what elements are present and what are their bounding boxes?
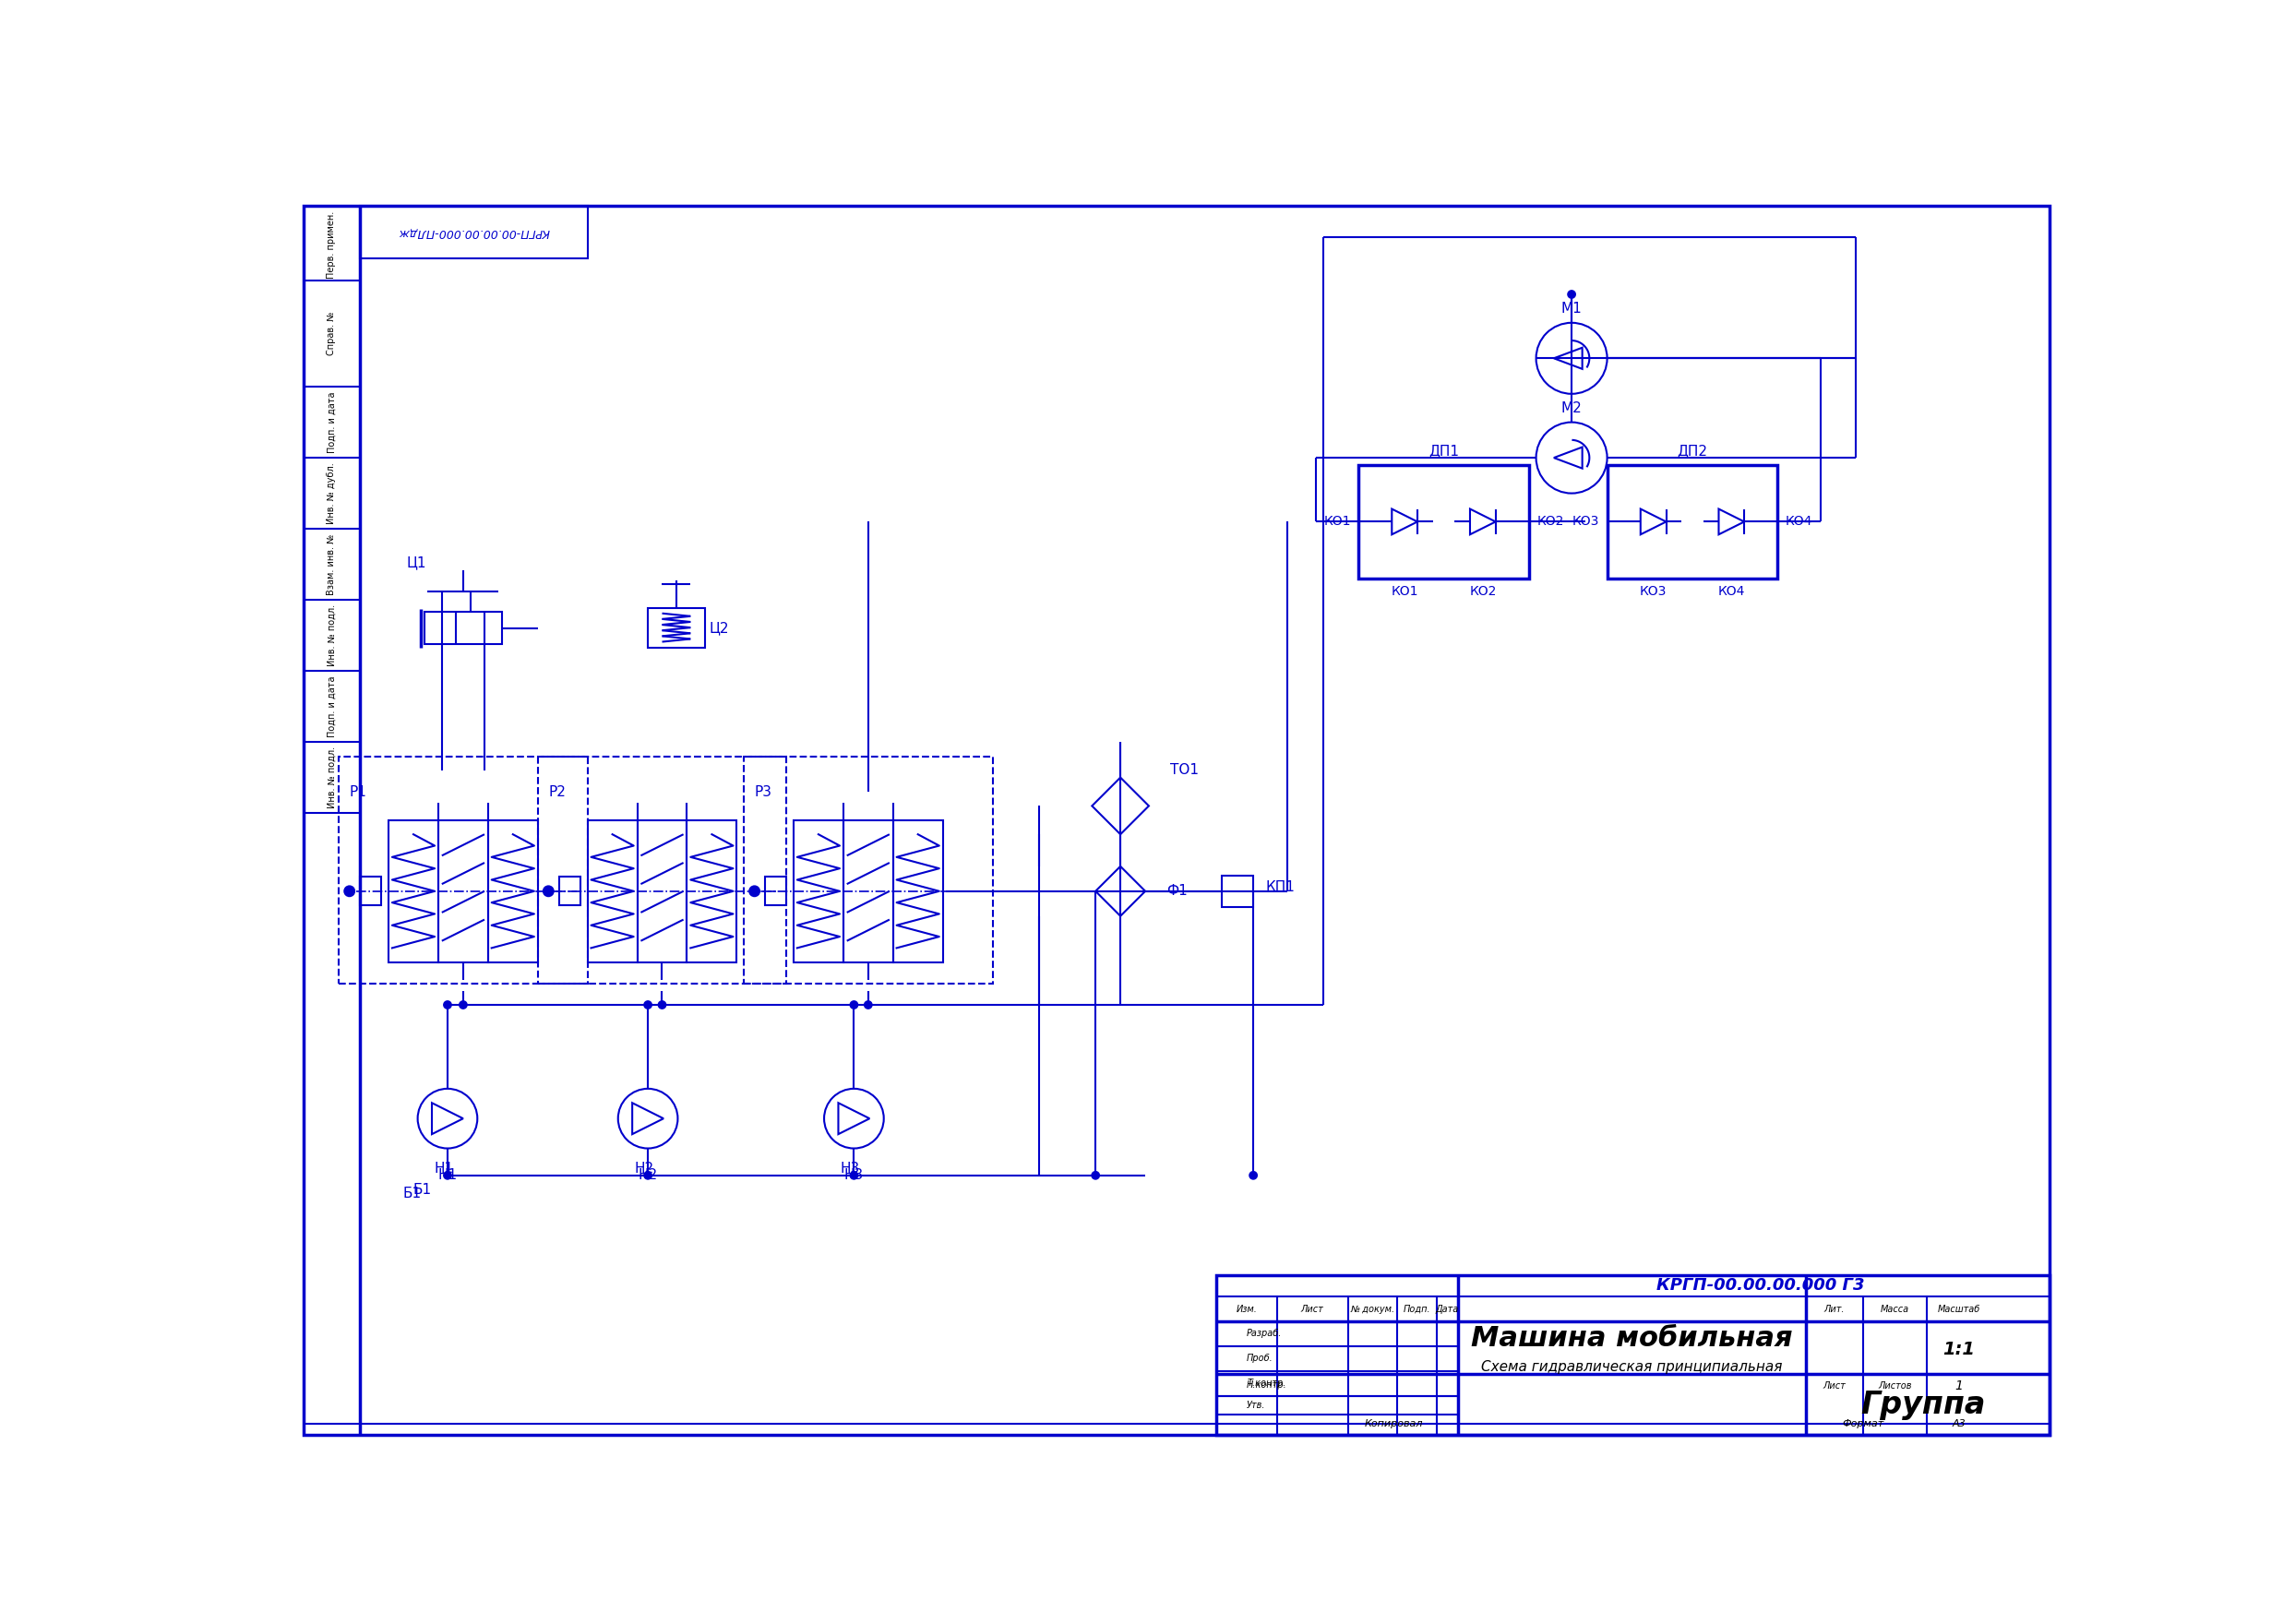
Bar [537,757,787,984]
Text: КО1: КО1 [1391,585,1418,598]
Text: Лист: Лист [1301,1304,1324,1314]
Bar [764,877,787,906]
Text: Разраб.: Разраб. [1246,1328,1283,1338]
Bar [360,877,381,906]
Bar [842,820,893,961]
Bar [1221,875,1253,906]
Text: Н1: Н1 [434,1161,454,1176]
Text: Схема гидравлическая принципиальная: Схема гидравлическая принципиальная [1480,1361,1783,1374]
Text: Взам. инв. №: Взам. инв. № [328,534,337,594]
Text: № докум.: № докум. [1349,1304,1395,1314]
Circle shape [659,1002,666,1009]
Text: Т.контр.: Т.контр. [1246,1379,1285,1387]
Bar [647,609,705,648]
Circle shape [1567,291,1574,297]
Text: Изм.: Изм. [1237,1304,1258,1314]
Text: КРГП-00.00.00.000-ПЛдж: КРГП-00.00.00.000-ПЛдж [397,226,549,239]
Text: Масса: Масса [1880,1304,1909,1314]
Bar [489,820,537,961]
Text: Машина мобильная: Машина мобильная [1471,1325,1792,1353]
Bar [560,877,581,906]
Circle shape [459,1002,466,1009]
Text: Р2: Р2 [549,784,567,799]
Text: КО4: КО4 [1719,585,1744,598]
Text: КРГП-00.00.00.000 Г3: КРГП-00.00.00.000 Г3 [1657,1276,1864,1294]
Text: Проб.: Проб. [1246,1353,1274,1363]
Bar [1359,464,1528,578]
Text: Р3: Р3 [755,784,771,799]
Circle shape [750,887,760,896]
Text: 1: 1 [1955,1380,1962,1393]
Text: КО2: КО2 [1538,515,1563,528]
Text: Лист: Лист [1822,1382,1845,1392]
Text: ТО1: ТО1 [1170,763,1198,778]
Bar [744,757,991,984]
Bar [340,757,588,984]
Text: Лит.: Лит. [1825,1304,1845,1314]
Bar [638,820,686,961]
Text: Н.контр.: Н.контр. [1246,1380,1287,1390]
Circle shape [645,1173,652,1179]
Circle shape [544,887,553,896]
Text: Перв. примен.: Перв. примен. [328,211,337,278]
Text: ДП2: ДП2 [1678,443,1707,458]
Text: Р1: Р1 [349,784,367,799]
Text: Н2: Н2 [638,1168,659,1182]
Bar [438,820,489,961]
Text: Ц2: Ц2 [709,622,730,635]
Text: Н3: Н3 [845,1168,863,1182]
Text: КО1: КО1 [1324,515,1352,528]
Text: Дата: Дата [1437,1304,1460,1314]
Text: Справ. №: Справ. № [328,312,337,356]
Bar [425,612,503,643]
Circle shape [443,1173,452,1179]
Text: КО3: КО3 [1639,585,1666,598]
Text: Инв. № подл.: Инв. № подл. [328,747,337,809]
Bar [1216,1275,2049,1434]
Circle shape [344,887,353,896]
Text: КО2: КО2 [1469,585,1496,598]
Text: А3: А3 [1953,1419,1967,1429]
Text: М1: М1 [1561,302,1581,315]
Text: ДП1: ДП1 [1427,443,1460,458]
Text: Подп. и дата: Подп. и дата [328,676,337,737]
Text: Н2: Н2 [636,1161,654,1176]
Circle shape [443,1002,452,1009]
Bar [360,206,588,258]
Bar [1606,464,1779,578]
Text: Формат: Формат [1843,1419,1884,1429]
Text: Утв.: Утв. [1246,1400,1267,1410]
Circle shape [851,1002,858,1009]
Text: Группа: Группа [1861,1390,1985,1419]
Bar [686,820,737,961]
Text: Масштаб: Масштаб [1937,1304,1981,1314]
Text: Копировал: Копировал [1366,1419,1423,1429]
Bar [893,820,943,961]
Text: Инв. № дубл.: Инв. № дубл. [328,463,337,525]
Text: Н1: Н1 [438,1168,457,1182]
Text: КП1: КП1 [1267,880,1294,895]
Bar [588,820,638,961]
Text: Листов: Листов [1877,1382,1912,1392]
Text: 1:1: 1:1 [1942,1341,1976,1358]
Circle shape [865,1002,872,1009]
Text: Ф1: Ф1 [1166,883,1187,898]
Bar [794,820,842,961]
Text: Подп. и дата: Подп. и дата [328,391,337,453]
Circle shape [1251,1173,1258,1179]
Text: Подп.: Подп. [1402,1304,1430,1314]
Text: КО4: КО4 [1786,515,1813,528]
Text: М2: М2 [1561,401,1581,416]
Text: Н3: Н3 [840,1161,861,1176]
Text: Б1: Б1 [402,1186,422,1200]
Text: Инв. № подл.: Инв. № подл. [328,604,337,666]
Bar [388,820,438,961]
Text: Б1: Б1 [413,1182,431,1197]
Text: Ц1: Ц1 [406,555,427,570]
Circle shape [645,1002,652,1009]
Text: КО3: КО3 [1572,515,1600,528]
Circle shape [851,1173,858,1179]
Circle shape [1092,1173,1099,1179]
